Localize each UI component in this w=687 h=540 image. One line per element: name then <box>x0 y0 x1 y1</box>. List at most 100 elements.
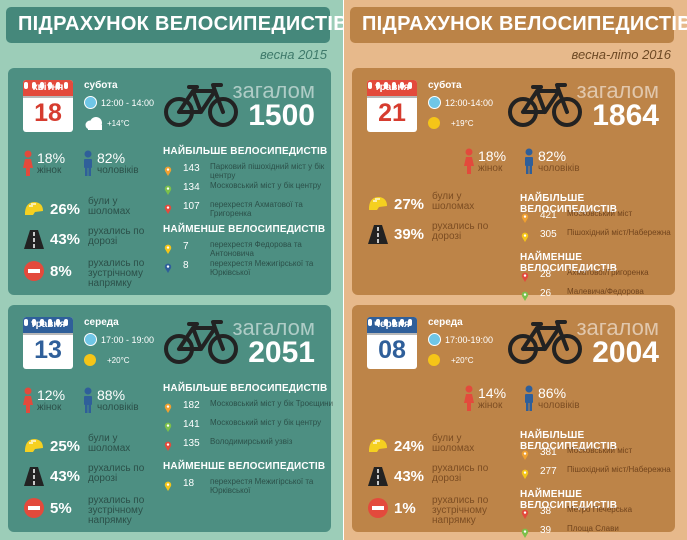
weekday-label: середа <box>84 317 119 328</box>
location-pin-icon <box>521 466 529 479</box>
count-value: 7 <box>183 241 189 252</box>
road-label: рухались по дорозі <box>432 221 489 242</box>
total-label: загалом <box>576 315 659 340</box>
female-label: жінок <box>37 165 62 176</box>
panel-title: ПІДРАХУНОК ВЕЛОСИПЕДИСТІВ <box>350 7 687 43</box>
sun-icon <box>427 116 449 130</box>
male-label: чоловіків <box>97 402 139 413</box>
male-icon <box>83 150 93 176</box>
no-entry-icon <box>23 260 45 282</box>
calendar-divider <box>367 96 417 98</box>
location-name: Пішохідний міст/Набережна <box>567 465 671 474</box>
female-percent: 18% <box>37 150 66 166</box>
helmet-label: були у шоломах <box>432 433 475 454</box>
road-icon <box>367 223 389 245</box>
female-icon <box>464 148 474 174</box>
weekday-label: субота <box>428 80 462 91</box>
male-label: чоловіків <box>97 165 139 176</box>
bicycle-icon <box>507 83 583 128</box>
location-name: перехрестя Межигірської та Юрківської <box>210 259 314 277</box>
no-entry-icon <box>23 497 45 519</box>
location-pin-icon <box>521 229 529 242</box>
location-name: Московський міст у бік центру <box>210 418 322 427</box>
location-name: Московський міст <box>567 446 633 455</box>
count-value: 26 <box>540 288 552 299</box>
weekday-label: субота <box>84 80 118 91</box>
total-count: 2051 <box>248 336 315 369</box>
no-entry-percent: 5% <box>50 500 72 517</box>
least-cyclists-title: НАЙМЕНШЕ ВЕЛОСИПЕДИСТІВ <box>520 252 618 274</box>
count-value: 8 <box>183 260 189 271</box>
weekday-label: середа <box>428 317 463 328</box>
helmet-percent: 27% <box>394 196 425 213</box>
location-pin-icon <box>164 201 172 214</box>
location-pin-icon <box>164 478 172 491</box>
cloud-icon <box>83 116 105 130</box>
helmet-label: були у шоломах <box>88 433 131 454</box>
female-label: жінок <box>37 402 62 413</box>
clock-icon <box>428 333 441 346</box>
location-name: Метро Печерська <box>567 505 633 514</box>
least-cyclists-title: НАЙМЕНШЕ ВЕЛОСИПЕДИСТІВ <box>163 461 326 472</box>
road-label: рухались по дорозі <box>88 226 145 247</box>
count-value: 421 <box>540 210 557 221</box>
count-value: 305 <box>540 229 557 240</box>
panel-2015: ПІДРАХУНОК ВЕЛОСИПЕДИСТІВ весна 2015 кві… <box>0 0 348 540</box>
count-value: 107 <box>183 201 200 212</box>
count-value: 182 <box>183 400 200 411</box>
helmet-label: були у шоломах <box>88 196 131 217</box>
location-name: Московський міст <box>567 209 633 218</box>
location-name: перехрестя Межигірської та Юрківської <box>210 477 314 495</box>
no-entry-percent: 8% <box>50 263 72 280</box>
location-name: Ахматової/Григоренка <box>567 268 649 277</box>
location-name: перехрестя Федорова та Антоновича <box>210 240 302 258</box>
no-entry-icon <box>367 497 389 519</box>
clock-icon <box>84 96 97 109</box>
count-card: травня13середа17:00 - 19:00+20°Cзагалом2… <box>8 305 333 532</box>
count-value: 134 <box>183 182 200 193</box>
calendar-divider <box>367 333 417 335</box>
road-icon <box>367 465 389 487</box>
helmet-icon <box>23 435 45 457</box>
temperature: +19°C <box>451 119 474 128</box>
location-name: Володимирський узвіз <box>210 437 293 446</box>
location-pin-icon <box>521 506 529 519</box>
helmet-percent: 26% <box>50 201 81 218</box>
temperature: +14°C <box>107 119 130 128</box>
male-percent: 82% <box>97 150 126 166</box>
road-percent: 39% <box>394 226 425 243</box>
male-percent: 86% <box>538 385 567 401</box>
calendar-rings <box>24 313 78 326</box>
helmet-label: були у шоломах <box>432 191 475 212</box>
temperature: +20°C <box>451 356 474 365</box>
count-value: 28 <box>540 269 552 280</box>
clock-icon <box>84 333 97 346</box>
male-label: чоловіків <box>538 163 580 174</box>
total-label: загалом <box>576 78 659 103</box>
no-entry-percent: 1% <box>394 500 416 517</box>
count-card: квітня18субота12:00 - 14:00+14°Cзагалом1… <box>8 68 331 295</box>
calendar-divider <box>23 96 73 98</box>
bicycle-icon <box>163 83 239 128</box>
count-value: 18 <box>183 478 195 489</box>
location-name: Московський міст у бік центру <box>210 181 322 190</box>
calendar-rings <box>368 76 422 89</box>
location-pin-icon <box>521 210 529 223</box>
female-label: жінок <box>478 400 503 411</box>
total-count: 1500 <box>248 99 315 132</box>
total-count: 1864 <box>592 99 659 132</box>
sun-icon <box>427 353 449 367</box>
location-name: Малевича/Федорова <box>567 287 644 296</box>
location-name: перехрестя Ахматової та Григоренка <box>210 200 303 218</box>
most-cyclists-title: НАЙБІЛЬШЕ ВЕЛОСИПЕДИСТІВ <box>520 430 618 452</box>
count-card: травня21субота12:00-14:00+19°Cзагалом186… <box>352 68 675 301</box>
location-name: Парковий пішохідний міст у бік центру <box>210 162 325 180</box>
location-pin-icon <box>164 163 172 176</box>
count-value: 141 <box>183 419 200 430</box>
count-value: 135 <box>183 438 200 449</box>
clock-icon <box>428 96 441 109</box>
location-pin-icon <box>164 400 172 413</box>
no-entry-label: рухались по зустрічному напрямку <box>88 258 145 289</box>
road-label: рухались по дорозі <box>88 463 145 484</box>
road-icon <box>23 228 45 250</box>
